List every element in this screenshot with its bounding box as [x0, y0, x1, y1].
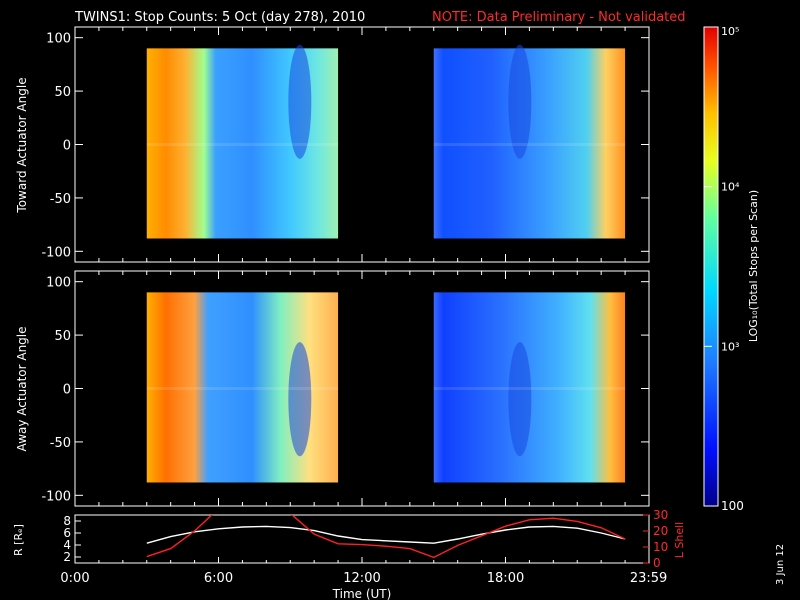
- colorbar-ticks: 10⁵ 10⁴ 10³ 100: [704, 25, 744, 513]
- heatmap-band: [146, 143, 339, 146]
- xtick-label: 18:00: [487, 571, 524, 586]
- xtick-label: 23:59: [630, 571, 667, 586]
- heatmap-feature: [508, 44, 532, 159]
- ytick-label: -100: [41, 489, 71, 504]
- heatmap-layer: [146, 44, 626, 483]
- orbit-lines: [146, 515, 626, 559]
- colorbar-label: LOG₁₀(Total Stops per Scan): [747, 190, 760, 342]
- colorbar-tick-label: 10⁴: [721, 181, 740, 194]
- ytick-lshell-label: 0: [653, 556, 661, 570]
- ytick-radius-label: 8: [63, 514, 71, 528]
- xtick-label: 0:00: [60, 571, 89, 586]
- ylabel-toward: Toward Actuator Angle: [15, 77, 29, 213]
- ytick-label: 0: [63, 383, 71, 398]
- heatmap-band: [433, 143, 626, 146]
- data-note: NOTE: Data Preliminary - Not validated: [432, 10, 686, 25]
- ytick-label: -100: [41, 245, 71, 260]
- heatmap-feature: [508, 342, 532, 457]
- xtick-label: 6:00: [204, 571, 233, 586]
- colorbar-tick-label: 10⁵: [721, 25, 739, 38]
- colorbar-tick-label: 100: [721, 499, 744, 513]
- ytick-label: -50: [50, 192, 71, 207]
- series-lshell-line: [146, 515, 626, 559]
- ytick-radius-label: 4: [63, 538, 71, 552]
- colorbar-tick-label: 10³: [721, 340, 739, 353]
- heatmap-feature: [288, 342, 312, 457]
- figure-title: TWINS1: Stop Counts: 5 Oct (day 278), 20…: [74, 10, 365, 25]
- ylabel-lshell: L Shell: [673, 522, 686, 558]
- heatmap-band: [433, 387, 626, 390]
- ylabel-away: Away Actuator Angle: [15, 326, 29, 451]
- xtick-label: 12:00: [343, 571, 380, 586]
- ytick-label: 100: [46, 32, 71, 47]
- ytick-label: 100: [46, 276, 71, 291]
- ytick-lshell-label: 20: [653, 524, 668, 538]
- xlabel-time: Time (UT): [332, 587, 392, 600]
- ytick-lshell-label: 10: [653, 540, 668, 554]
- ytick-label: 50: [54, 85, 71, 100]
- ylabel-radius: R [Rₑ]: [12, 524, 25, 556]
- side-date: 3 Jun 12: [775, 544, 786, 585]
- ytick-radius-label: 6: [63, 526, 71, 540]
- ytick-label: 50: [54, 329, 71, 344]
- series-radius-line: [146, 525, 626, 544]
- ytick-radius-label: 2: [63, 550, 71, 564]
- colorbar: [703, 26, 719, 507]
- ytick-label: 0: [63, 139, 71, 154]
- heatmap-band: [146, 387, 339, 390]
- ytick-label: -50: [50, 436, 71, 451]
- ytick-lshell-label: 30: [653, 508, 668, 522]
- heatmap-feature: [288, 44, 312, 159]
